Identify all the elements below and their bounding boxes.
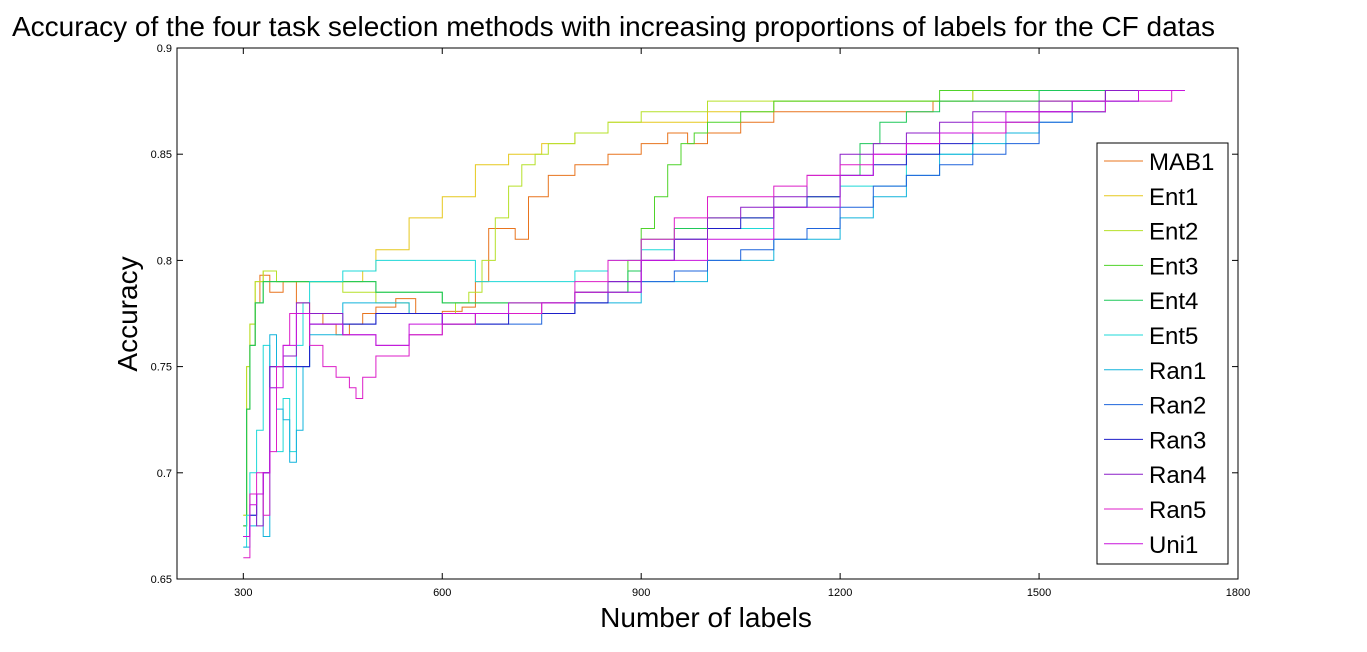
y-tick-label: 0.9 [157, 43, 172, 55]
x-tick-label: 900 [632, 587, 650, 599]
y-tick-label: 0.7 [157, 468, 172, 480]
legend-label-ent3: Ent3 [1149, 253, 1198, 280]
chart-title: Accuracy of the four task selection meth… [12, 11, 1215, 42]
x-tick-label: 1500 [1027, 587, 1051, 599]
y-tick-label: 0.8 [157, 255, 172, 267]
series-line-uni1 [243, 90, 1185, 537]
legend: MAB1 Ent1 Ent2 Ent3 Ent4 Ent5 Ran1 Ran2 Ran3 Ran4… [1096, 142, 1229, 565]
x-tick-label: 300 [234, 587, 252, 599]
legend-label-mab1: MAB1 [1149, 149, 1214, 176]
legend-label-ran1: Ran1 [1149, 358, 1206, 385]
legend-label-ran4: Ran4 [1149, 462, 1206, 489]
x-tick-label: 1800 [1226, 587, 1250, 599]
series-line-ent2 [243, 90, 1106, 516]
legend-label-ran5: Ran5 [1149, 497, 1206, 524]
legend-label-ran2: Ran2 [1149, 393, 1206, 420]
series-line-mab1 [243, 90, 1139, 527]
legend-label-ran3: Ran3 [1149, 427, 1206, 454]
axis-ticks: 300 600 900 1200 1500 1800 0.65 0.7 0.75 0.8 0.85 0… [151, 43, 1251, 599]
series-lines [243, 90, 1185, 559]
y-axis-title: Accuracy [112, 256, 143, 371]
x-axis-title: Number of labels [600, 602, 812, 633]
legend-label-ent5: Ent5 [1149, 323, 1198, 350]
y-tick-label: 0.85 [151, 149, 172, 161]
legend-label-ent2: Ent2 [1149, 219, 1198, 246]
x-tick-label: 1200 [828, 587, 852, 599]
legend-box [1096, 142, 1229, 565]
y-tick-label: 0.65 [151, 574, 172, 586]
y-tick-label: 0.75 [151, 362, 172, 374]
legend-label-ent4: Ent4 [1149, 288, 1198, 315]
legend-label-uni1: Uni1 [1149, 532, 1198, 559]
x-tick-label: 600 [433, 587, 451, 599]
legend-label-ent1: Ent1 [1149, 184, 1198, 211]
